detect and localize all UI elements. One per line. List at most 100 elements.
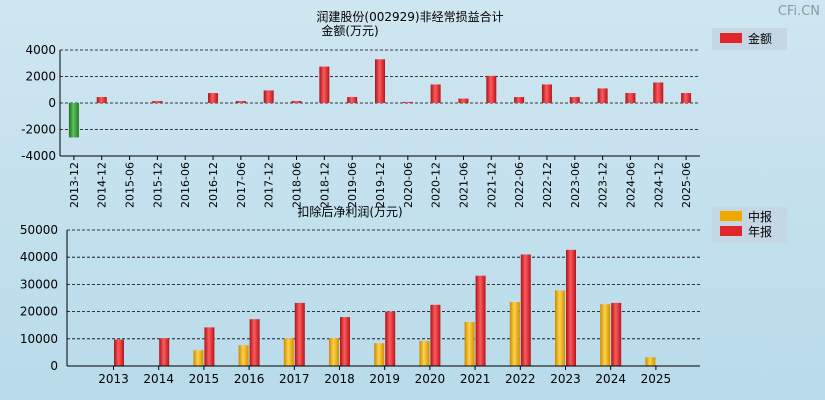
bar-2017-06[interactable] <box>235 101 246 103</box>
bar-2021-06[interactable] <box>458 98 469 103</box>
legend-label-amount: 金额 <box>748 31 772 46</box>
bar-annual-2019[interactable] <box>385 311 396 366</box>
x-tick-label: 2018 <box>324 372 355 386</box>
x-tick-label: 2018-12 <box>318 162 331 208</box>
bar-interim-2020[interactable] <box>419 340 430 366</box>
bar-annual-2022[interactable] <box>520 254 531 366</box>
x-tick-label: 2019-12 <box>374 162 387 208</box>
y-tick-label: 4000 <box>25 43 56 57</box>
x-tick-label: 2023-06 <box>569 162 582 208</box>
bar-2020-06[interactable] <box>402 101 413 103</box>
x-tick-label: 2021-06 <box>457 162 470 208</box>
x-tick-label: 2025 <box>641 372 672 386</box>
bar-annual-2016[interactable] <box>249 319 260 366</box>
chart1-axis: 4000 2000 0 -2000 -4000 2013-12 2014-12 2015-06… <box>21 43 700 208</box>
bar-annual-2024[interactable] <box>611 302 622 366</box>
bar-2019-12[interactable] <box>375 59 385 103</box>
bar-interim-2019[interactable] <box>374 343 385 366</box>
legend-label-annual: 年报 <box>748 224 772 239</box>
bar-2018-12[interactable] <box>319 66 330 103</box>
bar-2023-06[interactable] <box>569 97 580 103</box>
bar-interim-2016[interactable] <box>238 345 249 366</box>
bar-annual-2015[interactable] <box>204 327 215 366</box>
bar-annual-2017[interactable] <box>294 302 305 366</box>
chart2-legend[interactable]: 中报 年报 <box>712 207 787 243</box>
legend-swatch-amount <box>720 33 742 43</box>
x-tick-label: 2016-12 <box>207 162 220 208</box>
y-tick-label: -4000 <box>21 149 56 163</box>
bar-2023-12[interactable] <box>597 88 608 103</box>
y-tick-label: 2000 <box>25 70 56 84</box>
bar-2025-06[interactable] <box>681 93 692 103</box>
bar-2020-12[interactable] <box>430 84 441 103</box>
bar-interim-2017[interactable] <box>283 338 294 366</box>
x-tick-label: 2013-12 <box>68 162 81 208</box>
chart2-grid <box>67 229 700 340</box>
legend-label-interim: 中报 <box>748 209 772 224</box>
y-tick-label: 20000 <box>20 305 58 319</box>
chart2-bars <box>114 249 656 366</box>
bar-2019-06[interactable] <box>347 97 358 103</box>
chart1-title: 润建股份(002929)非经常损益合计 <box>316 9 503 24</box>
bar-interim-2022[interactable] <box>509 302 520 366</box>
bar-interim-2015[interactable] <box>193 350 204 366</box>
bar-interim-2021[interactable] <box>464 321 475 366</box>
bar-2018-06[interactable] <box>291 101 302 103</box>
bar-2014-12[interactable] <box>96 97 107 103</box>
y-tick-label: 0 <box>50 359 58 373</box>
x-tick-label: 2022 <box>505 372 536 386</box>
chart1-bars <box>68 59 692 138</box>
bar-2022-06[interactable] <box>514 97 525 103</box>
x-tick-label: 2024-12 <box>652 162 665 208</box>
chart2-axis: 50000 40000 30000 20000 10000 0 2013 2014 2015 20… <box>20 223 700 386</box>
bar-2016-12[interactable] <box>208 93 219 103</box>
bar-interim-2018[interactable] <box>329 337 339 366</box>
y-tick-label: -2000 <box>21 123 56 137</box>
x-tick-label: 2015-12 <box>151 162 164 208</box>
bar-annual-2023[interactable] <box>566 249 576 366</box>
chart-net-profit: 扣除后净利润(万元) 50000 40000 30000 20000 10000 0 201… <box>20 204 787 386</box>
x-tick-label: 2014 <box>143 372 174 386</box>
y-tick-label: 50000 <box>20 223 58 237</box>
x-tick-label: 2019 <box>369 372 400 386</box>
bar-annual-2020[interactable] <box>430 304 441 366</box>
bar-interim-2023[interactable] <box>555 290 565 366</box>
bar-2015-12[interactable] <box>152 101 163 103</box>
x-tick-label: 2017-12 <box>263 162 276 208</box>
bar-2013-12[interactable] <box>68 103 79 138</box>
x-tick-label: 2017-06 <box>235 162 248 208</box>
bar-annual-2013[interactable] <box>114 339 124 366</box>
bar-2021-12[interactable] <box>486 75 497 103</box>
chart1-subtitle: 金额(万元) <box>321 23 378 38</box>
x-tick-label: 2018-06 <box>291 162 304 208</box>
bar-annual-2014[interactable] <box>159 338 170 366</box>
x-tick-label: 2024 <box>595 372 626 386</box>
x-tick-label: 2016 <box>234 372 265 386</box>
x-tick-label: 2025-06 <box>680 162 693 208</box>
bar-annual-2018[interactable] <box>340 317 350 366</box>
x-tick-label: 2013 <box>98 372 129 386</box>
x-tick-label: 2017 <box>279 372 310 386</box>
bar-2024-12[interactable] <box>653 82 664 103</box>
bar-annual-2021[interactable] <box>475 275 486 366</box>
watermark: CFi.CN <box>778 4 820 19</box>
y-tick-label: 30000 <box>20 277 58 291</box>
x-tick-label: 2022-12 <box>541 162 554 208</box>
legend-swatch-annual <box>720 226 742 236</box>
bar-interim-2025[interactable] <box>645 357 656 366</box>
x-tick-label: 2022-06 <box>513 162 526 208</box>
bar-interim-2024[interactable] <box>600 304 611 366</box>
y-tick-label: 0 <box>48 96 56 110</box>
x-tick-label: 2015 <box>189 372 220 386</box>
bar-2017-12[interactable] <box>263 90 274 103</box>
bar-2024-06[interactable] <box>625 93 636 103</box>
x-tick-label: 2021-12 <box>485 162 498 208</box>
x-tick-label: 2020 <box>415 372 446 386</box>
x-tick-label: 2014-12 <box>96 162 109 208</box>
x-tick-label: 2021 <box>460 372 491 386</box>
bar-2022-12[interactable] <box>541 84 552 103</box>
chart1-legend[interactable]: 金额 <box>712 28 787 50</box>
chart2-title: 扣除后净利润(万元) <box>297 204 402 219</box>
x-tick-label: 2020-06 <box>402 162 415 208</box>
